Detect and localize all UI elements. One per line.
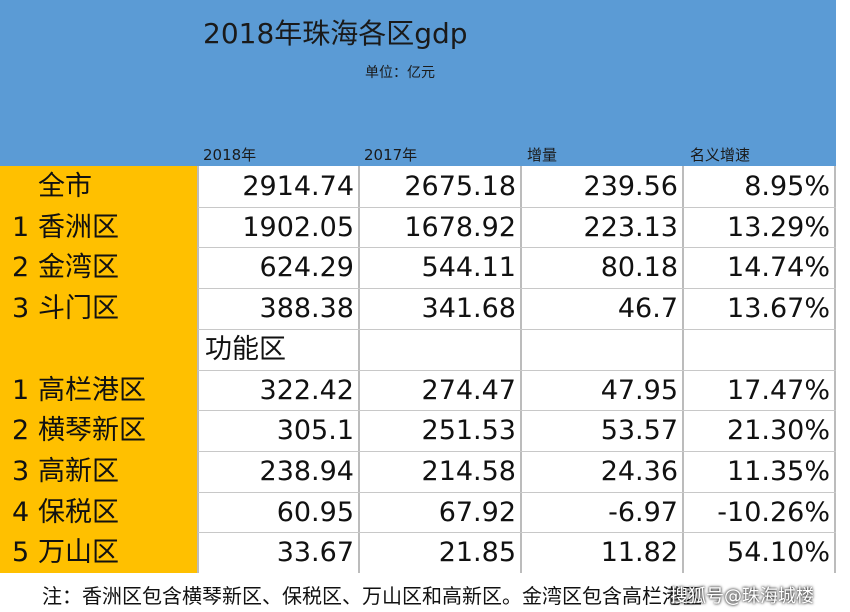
row-name: 斗门区: [38, 293, 119, 325]
row-number: 3: [12, 455, 30, 487]
footnote: 注：香洲区包含横琴新区、保税区、万山区和高新区。金湾区包含高栏港区: [0, 574, 850, 612]
grid-divider: [358, 166, 360, 573]
table-cell: 2914.74: [242, 171, 354, 202]
table-cell: -6.97: [608, 496, 678, 528]
table-cell: 8.95%: [744, 171, 830, 202]
table-cell: 214.58: [421, 455, 516, 487]
row-label: 1 香洲区: [12, 207, 119, 248]
table-cell: 239.56: [583, 171, 678, 202]
grid-divider: [198, 207, 836, 208]
table-cell: 33.67: [276, 537, 354, 569]
row-number: 4: [12, 496, 30, 528]
table-cell: 2675.18: [404, 171, 516, 202]
table-cell: 60.95: [276, 496, 354, 528]
row-number: 5: [12, 537, 30, 569]
table-cell: 47.95: [600, 374, 678, 406]
table-cell: 67.92: [438, 496, 516, 528]
row-name: 全市: [38, 171, 92, 202]
row-name: 金湾区: [38, 252, 119, 284]
row-name: 保税区: [38, 496, 119, 528]
column-header-growth: 名义增速: [690, 146, 751, 164]
table-cell: -10.26%: [717, 496, 830, 528]
row-label: 5 万山区: [12, 532, 119, 573]
section-title: 功能区: [205, 333, 286, 365]
table-cell: 1678.92: [404, 211, 516, 243]
table-cell: 388.38: [259, 293, 354, 325]
table-cell: 238.94: [259, 455, 354, 487]
grid-divider: [198, 532, 836, 533]
row-name: 高新区: [38, 455, 119, 487]
row-name: 高栏港区: [38, 374, 146, 406]
table-cell: 1902.05: [242, 211, 354, 243]
grid-divider: [198, 451, 836, 452]
grid-divider: [198, 410, 836, 411]
row-label: 全市: [12, 166, 92, 207]
table-cell: 14.74%: [727, 252, 830, 284]
grid-divider: [198, 370, 836, 371]
column-header-2017: 2017年: [364, 146, 418, 164]
unit-label: 单位：亿元: [365, 65, 435, 81]
grid-divider: [198, 492, 836, 493]
watermark: 搜狐号@珠海城楼: [670, 586, 814, 607]
row-label: 1 高栏港区: [12, 370, 146, 411]
grid-divider: [198, 247, 836, 248]
table-title: 2018年珠海各区gdp: [203, 17, 468, 50]
row-number: 2: [12, 252, 30, 284]
row-name: 香洲区: [38, 211, 119, 243]
table-cell: 274.47: [421, 374, 516, 406]
table-cell: 53.57: [600, 415, 678, 447]
grid-divider: [682, 166, 684, 573]
row-label-column: [0, 166, 198, 573]
row-label: 2 横琴新区: [12, 410, 146, 451]
grid-divider: [197, 166, 199, 573]
table-header: 2018年珠海各区gdp 单位：亿元: [0, 0, 836, 166]
row-label: 3 高新区: [12, 451, 119, 492]
row-number: 2: [12, 415, 30, 447]
row-label: 3 斗门区: [12, 288, 119, 329]
table-cell: 251.53: [421, 415, 516, 447]
table-cell: 223.13: [583, 211, 678, 243]
row-label: 2 金湾区: [12, 247, 119, 288]
table-cell: 544.11: [421, 252, 516, 284]
table-cell: 13.67%: [727, 293, 830, 325]
row-number: 3: [12, 293, 30, 325]
row-name: 横琴新区: [38, 415, 146, 447]
grid-divider: [520, 166, 522, 573]
table-cell: 80.18: [600, 252, 678, 284]
table-cell: 341.68: [421, 293, 516, 325]
grid-divider: [198, 288, 836, 289]
table-cell: 624.29: [259, 252, 354, 284]
row-number: 1: [12, 374, 30, 406]
row-number: 1: [12, 211, 30, 243]
table-cell: 13.29%: [727, 211, 830, 243]
table-cell: 17.47%: [727, 374, 830, 406]
table-cell: 21.85: [438, 537, 516, 569]
column-header-2018: 2018年: [203, 146, 257, 164]
table-cell: 11.82: [600, 537, 678, 569]
footnote-text: 注：香洲区包含横琴新区、保税区、万山区和高新区。金湾区包含高栏港区: [42, 584, 702, 608]
grid-divider: [198, 329, 836, 330]
table-cell: 305.1: [276, 415, 354, 447]
page-margin: [836, 0, 850, 574]
row-name: 万山区: [38, 537, 119, 569]
column-header-increase: 增量: [527, 146, 558, 164]
grid-divider: [834, 166, 836, 573]
table-cell: 54.10%: [727, 537, 830, 569]
table-cell: 21.30%: [727, 415, 830, 447]
table-cell: 24.36: [600, 455, 678, 487]
table-cell: 322.42: [259, 374, 354, 406]
table-cell: 11.35%: [727, 455, 830, 487]
row-label: 4 保税区: [12, 492, 119, 533]
table-cell: 46.7: [617, 293, 678, 325]
